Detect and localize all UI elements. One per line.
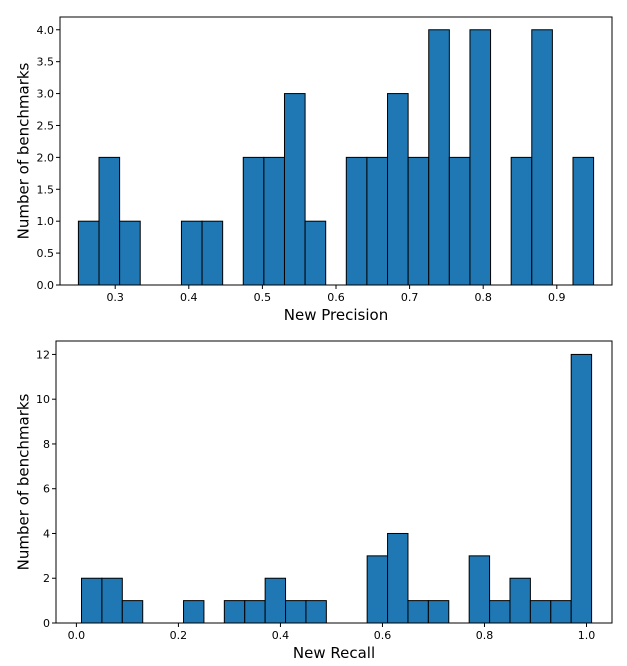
recall-bar-15 (387, 532, 409, 624)
recall-x-tick-label: 0.6 (374, 629, 392, 642)
precision-bar-13 (345, 156, 368, 286)
recall-bar-19 (468, 555, 491, 624)
precision-bar-21 (510, 156, 533, 286)
recall-y-tick-label: 10 (36, 393, 50, 406)
recall-bar-17 (427, 600, 450, 624)
precision-x-tick-label: 0.6 (327, 291, 345, 304)
recall-bar-14 (366, 555, 389, 624)
recall-bar-1 (101, 577, 123, 624)
recall-bar-11 (305, 600, 327, 624)
recall-bar-24 (570, 353, 593, 624)
precision-bar-2 (119, 220, 141, 286)
recall-y-tick-label: 6 (43, 483, 50, 496)
precision-bar-24 (572, 156, 595, 286)
recall-bar-10 (285, 600, 307, 624)
precision-histogram: 0.3 0.4 0.5 0.6 0.7 0.8 0.9 0.0 0.5 1.0 1.5 2.0 2.5… (15, 16, 613, 324)
precision-y-tick-label: 2.5 (37, 119, 55, 132)
recall-bar-8 (244, 600, 266, 624)
recall-y-tick-label: 12 (36, 348, 50, 361)
precision-x-axis-label: New Precision (284, 306, 388, 324)
recall-x-ticks: 0.0 0.2 0.4 0.6 0.8 1.0 (68, 623, 596, 642)
precision-bar-0 (77, 220, 100, 286)
precision-bar-22 (531, 29, 553, 286)
recall-axes-frame (55, 340, 613, 624)
precision-bar-17 (428, 29, 450, 286)
precision-bar-1 (98, 156, 121, 286)
recall-x-tick-label: 1.0 (578, 629, 596, 642)
precision-x-tick-label: 0.9 (548, 291, 566, 304)
precision-y-tick-label: 2.0 (37, 151, 55, 164)
precision-bar-16 (407, 156, 430, 286)
recall-bar-22 (529, 600, 552, 624)
precision-bar-9 (263, 156, 285, 286)
precision-bar-18 (448, 156, 471, 286)
precision-bar-19 (469, 29, 492, 286)
recall-y-tick-label: 8 (43, 438, 50, 451)
precision-y-tick-label: 0.5 (37, 247, 55, 260)
recall-y-tick-label: 4 (43, 527, 50, 540)
precision-bar-14 (366, 156, 389, 286)
recall-y-axis-label: Number of benchmarks (15, 393, 33, 570)
recall-bar-5 (183, 600, 205, 624)
recall-x-tick-label: 0.4 (272, 629, 290, 642)
recall-bar-20 (489, 600, 511, 624)
precision-bar-6 (201, 220, 224, 286)
recall-x-tick-label: 0.0 (68, 629, 86, 642)
precision-y-tick-label: 3.0 (37, 88, 55, 101)
recall-y-ticks: 0 2 4 6 8 10 12 (36, 348, 56, 630)
precision-x-tick-label: 0.8 (474, 291, 492, 304)
precision-x-tick-label: 0.4 (180, 291, 198, 304)
precision-y-tick-label: 0.0 (37, 279, 55, 292)
recall-bar-0 (81, 577, 103, 624)
precision-y-ticks: 0.0 0.5 1.0 1.5 2.0 2.5 3.0 3.5 4.0 (37, 24, 60, 292)
recall-x-tick-label: 0.2 (170, 629, 188, 642)
recall-bar-16 (407, 600, 429, 624)
precision-axes-frame (59, 16, 613, 286)
recall-bars (81, 353, 593, 624)
precision-y-tick-label: 3.5 (37, 56, 55, 69)
precision-y-tick-label: 1.5 (37, 183, 55, 196)
recall-x-tick-label: 0.8 (476, 629, 494, 642)
recall-bar-21 (509, 577, 531, 624)
precision-x-tick-label: 0.5 (254, 291, 272, 304)
precision-bar-11 (304, 220, 327, 286)
precision-y-tick-label: 1.0 (37, 215, 55, 228)
recall-x-axis-label: New Recall (293, 644, 375, 662)
precision-bar-5 (180, 220, 203, 286)
precision-x-ticks: 0.3 0.4 0.5 0.6 0.7 0.8 0.9 (106, 285, 566, 304)
recall-bar-23 (550, 600, 572, 624)
recall-bar-9 (264, 577, 287, 624)
recall-bar-7 (223, 600, 246, 624)
precision-y-axis-label: Number of benchmarks (15, 62, 33, 239)
recall-y-tick-label: 2 (43, 572, 50, 585)
precision-bar-15 (387, 93, 409, 286)
precision-bar-10 (283, 93, 306, 286)
precision-bar-8 (242, 156, 265, 286)
recall-bar-2 (121, 600, 144, 624)
precision-x-tick-label: 0.7 (401, 291, 419, 304)
precision-x-tick-label: 0.3 (106, 291, 124, 304)
recall-y-tick-label: 0 (43, 617, 50, 630)
precision-y-tick-label: 4.0 (37, 24, 55, 37)
